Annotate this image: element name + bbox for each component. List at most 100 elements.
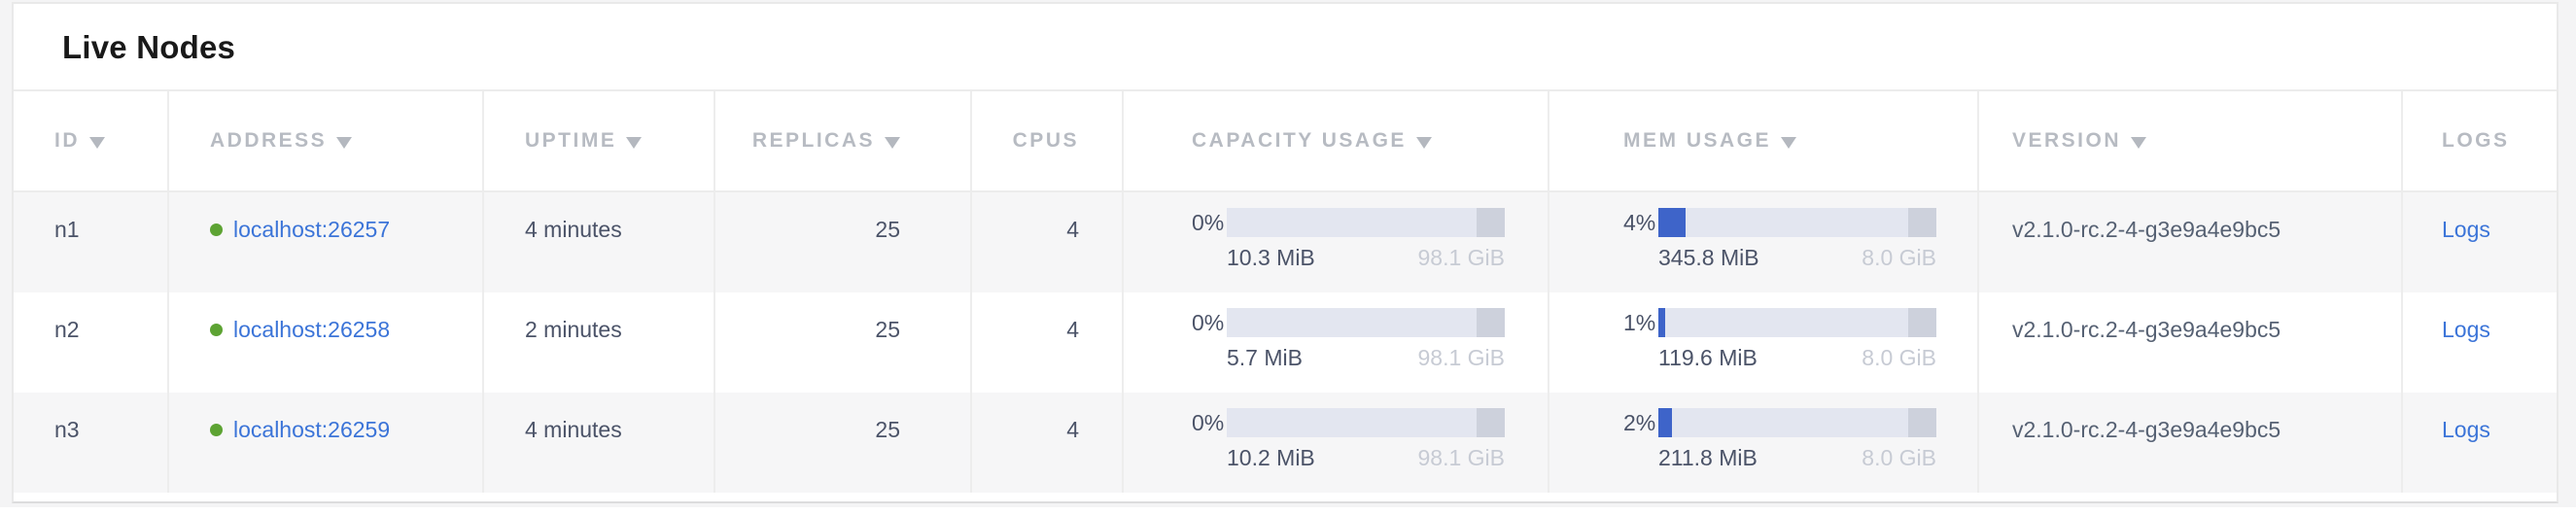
node-logs-cell: Logs bbox=[2401, 393, 2557, 493]
table-row-n1: n1 localhost:26257 4 minutes 25 4 0% 10.… bbox=[14, 192, 2557, 292]
table-row-n2: n2 localhost:26258 2 minutes 25 4 0% 5.7… bbox=[14, 292, 2557, 393]
bar-fill bbox=[1658, 408, 1672, 437]
mem-usage-bar bbox=[1658, 408, 1936, 437]
column-header-logs-label: LOGS bbox=[2442, 129, 2510, 152]
node-address-link[interactable]: localhost:26259 bbox=[233, 417, 391, 442]
capacity-percent: 0% bbox=[1192, 410, 1225, 435]
bar-endcap bbox=[1908, 408, 1936, 437]
sort-desc-icon bbox=[1781, 136, 1797, 149]
node-replicas-cell: 25 bbox=[714, 393, 970, 493]
capacity-usage-cell: 0% 5.7 MiB 98.1 GiB bbox=[1122, 292, 1548, 393]
column-header-replicas-label: REPLICAS bbox=[751, 129, 875, 152]
table-header-row: ID ADDRESS UPTIME REPLICAS CPUS CAPACITY… bbox=[14, 91, 2557, 192]
bar-endcap bbox=[1477, 408, 1505, 437]
node-id-cell: n2 bbox=[54, 317, 80, 342]
sort-desc-icon bbox=[2131, 136, 2147, 149]
column-header-replicas[interactable]: REPLICAS bbox=[714, 91, 970, 190]
mem-percent: 2% bbox=[1623, 410, 1656, 435]
node-cpus-cell: 4 bbox=[970, 393, 1122, 493]
capacity-total-value: 98.1 GiB bbox=[1417, 245, 1506, 270]
column-header-version[interactable]: VERSION bbox=[1977, 91, 2401, 190]
node-replicas-cell: 25 bbox=[714, 192, 970, 292]
table-body: n1 localhost:26257 4 minutes 25 4 0% 10.… bbox=[14, 192, 2557, 493]
capacity-total-value: 98.1 GiB bbox=[1417, 345, 1506, 370]
node-live-status-icon bbox=[210, 223, 223, 236]
bar-endcap bbox=[1908, 208, 1936, 237]
mem-total-value: 8.0 GiB bbox=[1862, 445, 1936, 470]
sort-desc-icon bbox=[1415, 136, 1432, 149]
logs-link[interactable]: Logs bbox=[2442, 217, 2490, 242]
column-header-logs: LOGS bbox=[2401, 91, 2557, 190]
node-logs-cell: Logs bbox=[2401, 192, 2557, 292]
sort-desc-icon bbox=[89, 136, 105, 149]
table-row-n3: n3 localhost:26259 4 minutes 25 4 0% 10.… bbox=[14, 393, 2557, 493]
page-background-strip bbox=[0, 507, 2576, 515]
capacity-used-value: 5.7 MiB bbox=[1227, 345, 1303, 370]
mem-used-value: 119.6 MiB bbox=[1658, 345, 1758, 370]
node-address-cell: localhost:26258 bbox=[167, 292, 482, 393]
capacity-usage-bar bbox=[1227, 208, 1505, 237]
mem-total-value: 8.0 GiB bbox=[1862, 345, 1936, 370]
column-header-address-label: ADDRESS bbox=[210, 129, 328, 152]
column-header-id[interactable]: ID bbox=[14, 91, 167, 190]
mem-usage-bar bbox=[1658, 308, 1936, 337]
bar-fill bbox=[1658, 308, 1665, 337]
bar-fill bbox=[1658, 208, 1686, 237]
column-header-cpus: CPUS bbox=[970, 91, 1122, 190]
live-nodes-panel: Live Nodes ID ADDRESS UPTIME REPLICAS CP… bbox=[12, 2, 2559, 503]
column-header-uptime[interactable]: UPTIME bbox=[482, 91, 714, 190]
column-header-address[interactable]: ADDRESS bbox=[167, 91, 482, 190]
column-header-capacity-usage[interactable]: CAPACITY USAGE bbox=[1122, 91, 1548, 190]
node-address-cell: localhost:26259 bbox=[167, 393, 482, 493]
sort-desc-icon bbox=[336, 136, 353, 149]
sort-desc-icon bbox=[626, 136, 643, 149]
node-live-status-icon bbox=[210, 324, 223, 336]
capacity-total-value: 98.1 GiB bbox=[1417, 445, 1506, 470]
column-header-mem-usage[interactable]: MEM USAGE bbox=[1548, 91, 1977, 190]
capacity-usage-cell: 0% 10.2 MiB 98.1 GiB bbox=[1122, 393, 1548, 493]
node-uptime-cell: 4 minutes bbox=[482, 393, 714, 493]
capacity-usage-cell: 0% 10.3 MiB 98.1 GiB bbox=[1122, 192, 1548, 292]
mem-used-value: 345.8 MiB bbox=[1658, 245, 1759, 270]
node-live-status-icon bbox=[210, 424, 223, 436]
node-address-cell: localhost:26257 bbox=[167, 192, 482, 292]
node-id-cell: n3 bbox=[54, 417, 80, 442]
column-header-capacity-usage-label: CAPACITY USAGE bbox=[1192, 129, 1407, 152]
column-header-version-label: VERSION bbox=[2012, 129, 2122, 152]
mem-percent: 1% bbox=[1623, 310, 1656, 335]
logs-link[interactable]: Logs bbox=[2442, 417, 2490, 442]
node-replicas-cell: 25 bbox=[714, 292, 970, 393]
node-version-cell: v2.1.0-rc.2-4-g3e9a4e9bc5 bbox=[1977, 192, 2401, 292]
mem-usage-cell: 4% 345.8 MiB 8.0 GiB bbox=[1548, 192, 1977, 292]
bar-endcap bbox=[1477, 308, 1505, 337]
node-logs-cell: Logs bbox=[2401, 292, 2557, 393]
node-id-cell: n1 bbox=[54, 217, 80, 242]
sort-desc-icon bbox=[885, 136, 900, 149]
mem-percent: 4% bbox=[1623, 210, 1656, 235]
node-cpus-cell: 4 bbox=[970, 292, 1122, 393]
mem-usage-cell: 1% 119.6 MiB 8.0 GiB bbox=[1548, 292, 1977, 393]
mem-used-value: 211.8 MiB bbox=[1658, 445, 1758, 470]
column-header-cpus-label: CPUS bbox=[1012, 129, 1079, 152]
capacity-used-value: 10.2 MiB bbox=[1227, 445, 1315, 470]
page-title: Live Nodes bbox=[14, 4, 2557, 91]
mem-usage-bar bbox=[1658, 208, 1936, 237]
capacity-percent: 0% bbox=[1192, 210, 1225, 235]
mem-total-value: 8.0 GiB bbox=[1862, 245, 1936, 270]
capacity-usage-bar bbox=[1227, 308, 1505, 337]
node-address-link[interactable]: localhost:26258 bbox=[233, 317, 391, 342]
node-version-cell: v2.1.0-rc.2-4-g3e9a4e9bc5 bbox=[1977, 393, 2401, 493]
bar-endcap bbox=[1477, 208, 1505, 237]
column-header-uptime-label: UPTIME bbox=[525, 129, 617, 152]
mem-usage-cell: 2% 211.8 MiB 8.0 GiB bbox=[1548, 393, 1977, 493]
node-cpus-cell: 4 bbox=[970, 192, 1122, 292]
node-version-cell: v2.1.0-rc.2-4-g3e9a4e9bc5 bbox=[1977, 292, 2401, 393]
node-uptime-cell: 4 minutes bbox=[482, 192, 714, 292]
capacity-percent: 0% bbox=[1192, 310, 1225, 335]
capacity-usage-bar bbox=[1227, 408, 1505, 437]
node-address-link[interactable]: localhost:26257 bbox=[233, 217, 391, 242]
column-header-mem-usage-label: MEM USAGE bbox=[1623, 129, 1772, 152]
column-header-id-label: ID bbox=[54, 129, 80, 152]
bar-endcap bbox=[1908, 308, 1936, 337]
logs-link[interactable]: Logs bbox=[2442, 317, 2490, 342]
